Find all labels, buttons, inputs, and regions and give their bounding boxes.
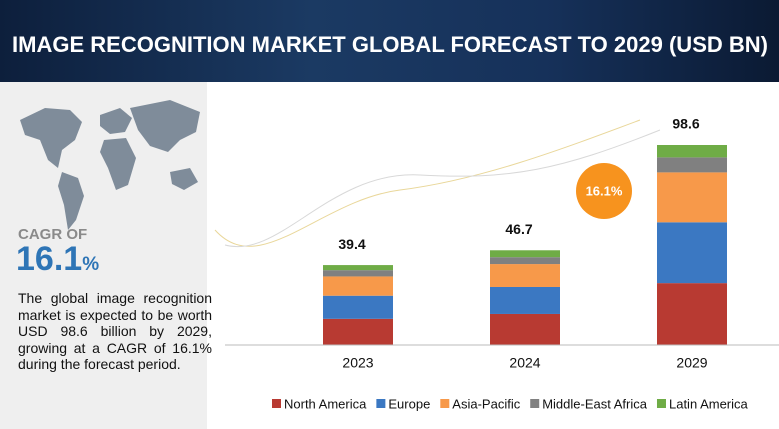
- bar-segment: [323, 295, 393, 319]
- legend-label: Latin America: [669, 396, 749, 411]
- bar-segment: [657, 145, 727, 158]
- bar-segment: [657, 283, 727, 345]
- cagr-unit: %: [82, 254, 100, 275]
- legend-label: North America: [284, 396, 367, 411]
- bar-segment: [490, 286, 560, 314]
- legend-swatch: [376, 399, 386, 408]
- cagr-label: CAGR OF: [18, 226, 88, 243]
- bar-segment: [323, 276, 393, 296]
- x-tick-label: 2024: [509, 355, 540, 371]
- bar-segment: [323, 318, 393, 345]
- bar-segment: [657, 222, 727, 284]
- bar-segment: [657, 157, 727, 173]
- bar-segment: [490, 264, 560, 287]
- legend-swatch: [272, 399, 281, 408]
- total-label: 98.6: [672, 116, 699, 132]
- bar-segment: [490, 313, 560, 345]
- bar-segment: [490, 250, 560, 258]
- total-label: 39.4: [338, 236, 365, 252]
- legend-label: Middle-East Africa: [542, 396, 648, 411]
- legend-swatch: [440, 399, 450, 408]
- cagr-number: 16.1: [16, 240, 83, 278]
- bar-segment: [490, 257, 560, 265]
- title: IMAGE RECOGNITION MARKET GLOBAL FORECAST…: [12, 32, 768, 57]
- cagr-value: 16.1%: [16, 240, 99, 279]
- world-map: [20, 100, 200, 230]
- x-tick-label: 2029: [676, 355, 707, 371]
- header-banner: [0, 0, 779, 82]
- description: The global image recognition market is e…: [18, 290, 212, 372]
- cagr-bubble: [576, 163, 632, 219]
- legend-label: Europe: [388, 396, 430, 411]
- x-tick-label: 2023: [342, 355, 373, 371]
- bar-segment: [323, 270, 393, 277]
- cagr-bubble-label: 16.1%: [586, 183, 623, 198]
- legend-swatch: [656, 399, 666, 408]
- bar-segment: [323, 265, 393, 271]
- bar-segment: [657, 172, 727, 223]
- legend-swatch: [530, 399, 540, 408]
- legend-label: Asia-Pacific: [452, 396, 520, 411]
- decor-lines: [214, 119, 661, 248]
- total-label: 46.7: [505, 221, 532, 237]
